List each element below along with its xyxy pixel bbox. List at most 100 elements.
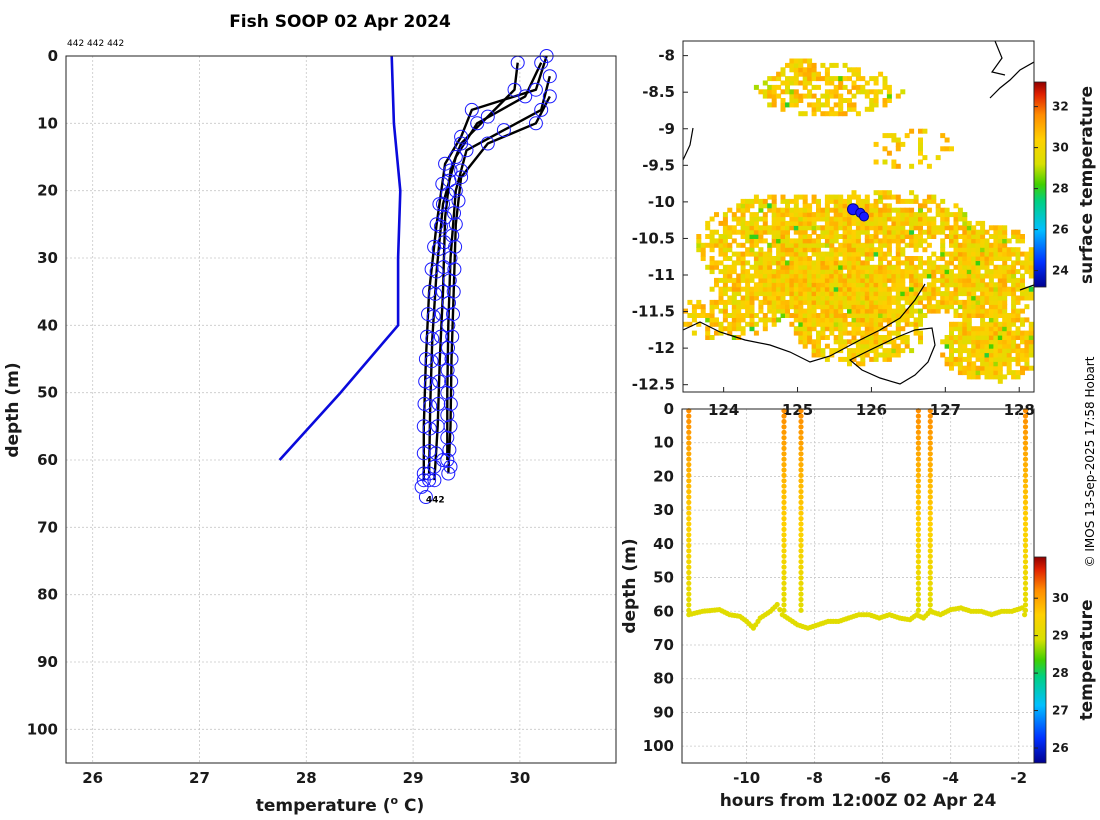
sst-cell (878, 269, 884, 275)
sst-cell (740, 304, 746, 310)
sst-cell (984, 308, 990, 314)
sst-cell (727, 229, 733, 235)
profile-ytick-label: 60 (37, 451, 58, 469)
sst-cell (873, 98, 879, 103)
sst-cell (802, 111, 808, 117)
sst-cell (913, 256, 919, 261)
sst-cell (771, 260, 777, 266)
sst-cell (882, 356, 888, 362)
sst-cell (904, 198, 910, 204)
sst-cell (1024, 295, 1030, 301)
section-point (915, 591, 922, 597)
sst-cell (953, 229, 959, 235)
sst-cell (895, 343, 901, 349)
sst-cell (931, 308, 937, 314)
sst-cell (909, 234, 915, 239)
sst-cell (1020, 282, 1025, 288)
sst-cell (753, 198, 759, 204)
sst-cell (767, 304, 773, 310)
sst-cell (762, 321, 768, 327)
sst-cell (709, 335, 715, 340)
profile-marker (422, 421, 437, 436)
section-point (781, 424, 787, 430)
sst-cell (807, 216, 813, 222)
sst-cell (918, 273, 923, 279)
profile-line-profile-2 (427, 62, 543, 474)
sst-cell (705, 220, 711, 226)
sst-cell (971, 282, 977, 288)
sst-cell (873, 234, 879, 239)
sst-cell (789, 225, 795, 231)
sst-cell (767, 229, 773, 235)
sst-cell (980, 264, 986, 270)
sst-cell (842, 251, 848, 257)
sst-cell (855, 216, 861, 222)
sst-cell (731, 216, 737, 222)
sst-cell (789, 299, 795, 305)
section-point (915, 413, 922, 419)
sst-cell (873, 326, 879, 332)
sst-cell (838, 84, 844, 90)
section-point (781, 532, 787, 538)
sst-cell (758, 234, 764, 239)
sst-cell (793, 229, 799, 235)
sst-cell (878, 273, 884, 279)
section-point (686, 467, 692, 473)
sst-cell (767, 76, 773, 82)
section-point (927, 575, 933, 581)
sst-cell (700, 313, 706, 318)
sst-cell (975, 277, 981, 283)
sst-cell (975, 370, 981, 376)
sst-cell (1002, 251, 1008, 257)
section-point (798, 607, 804, 613)
section-point (1022, 478, 1029, 484)
sst-cell (966, 220, 972, 226)
sst-cell (767, 84, 773, 90)
section-xtick-label: -4 (942, 769, 959, 787)
sst-cell (793, 220, 799, 226)
sst-cell (988, 365, 994, 371)
sst-cell (860, 321, 866, 327)
sst-cell (909, 216, 915, 222)
sst-cell (745, 304, 751, 310)
sst-cell (988, 251, 994, 257)
sst-cell (838, 282, 844, 288)
sst-cell (753, 295, 759, 301)
sst-cell (718, 247, 724, 253)
sst-cell (886, 93, 892, 99)
sst-cell (966, 242, 972, 248)
section-xtick-label: -2 (1010, 769, 1027, 787)
sst-cell (1028, 326, 1034, 332)
sst-cell (957, 370, 963, 376)
sst-cell (758, 308, 764, 314)
sst-cell (869, 216, 875, 222)
sst-cell (918, 159, 923, 165)
sst-cell (966, 260, 972, 266)
sst-cell (864, 308, 870, 314)
section-point (915, 586, 922, 592)
sst-cell (962, 348, 968, 354)
sst-cell (807, 220, 813, 226)
sst-cell (700, 251, 706, 257)
sst-cell (940, 299, 946, 305)
sst-cell (971, 326, 977, 332)
sst-cell (988, 308, 994, 314)
sst-cell (900, 207, 906, 213)
sst-cell (988, 277, 994, 283)
sst-cell (749, 220, 755, 226)
sst-cell (860, 335, 866, 340)
sst-cell (851, 106, 857, 112)
map-ytick-label: -10.5 (632, 229, 675, 247)
sst-cell (736, 286, 742, 292)
sst-cell (709, 299, 715, 305)
sst-cell (975, 247, 981, 253)
sst-cell (855, 229, 861, 235)
sst-cell (811, 299, 817, 305)
map-xtick-label: 126 (856, 401, 887, 419)
sst-cell (780, 67, 786, 73)
section-point (915, 483, 922, 489)
sst-cell (962, 242, 968, 248)
sst-cell (949, 269, 954, 275)
sst-cell (722, 277, 728, 283)
section-xtick-label: -8 (806, 769, 823, 787)
